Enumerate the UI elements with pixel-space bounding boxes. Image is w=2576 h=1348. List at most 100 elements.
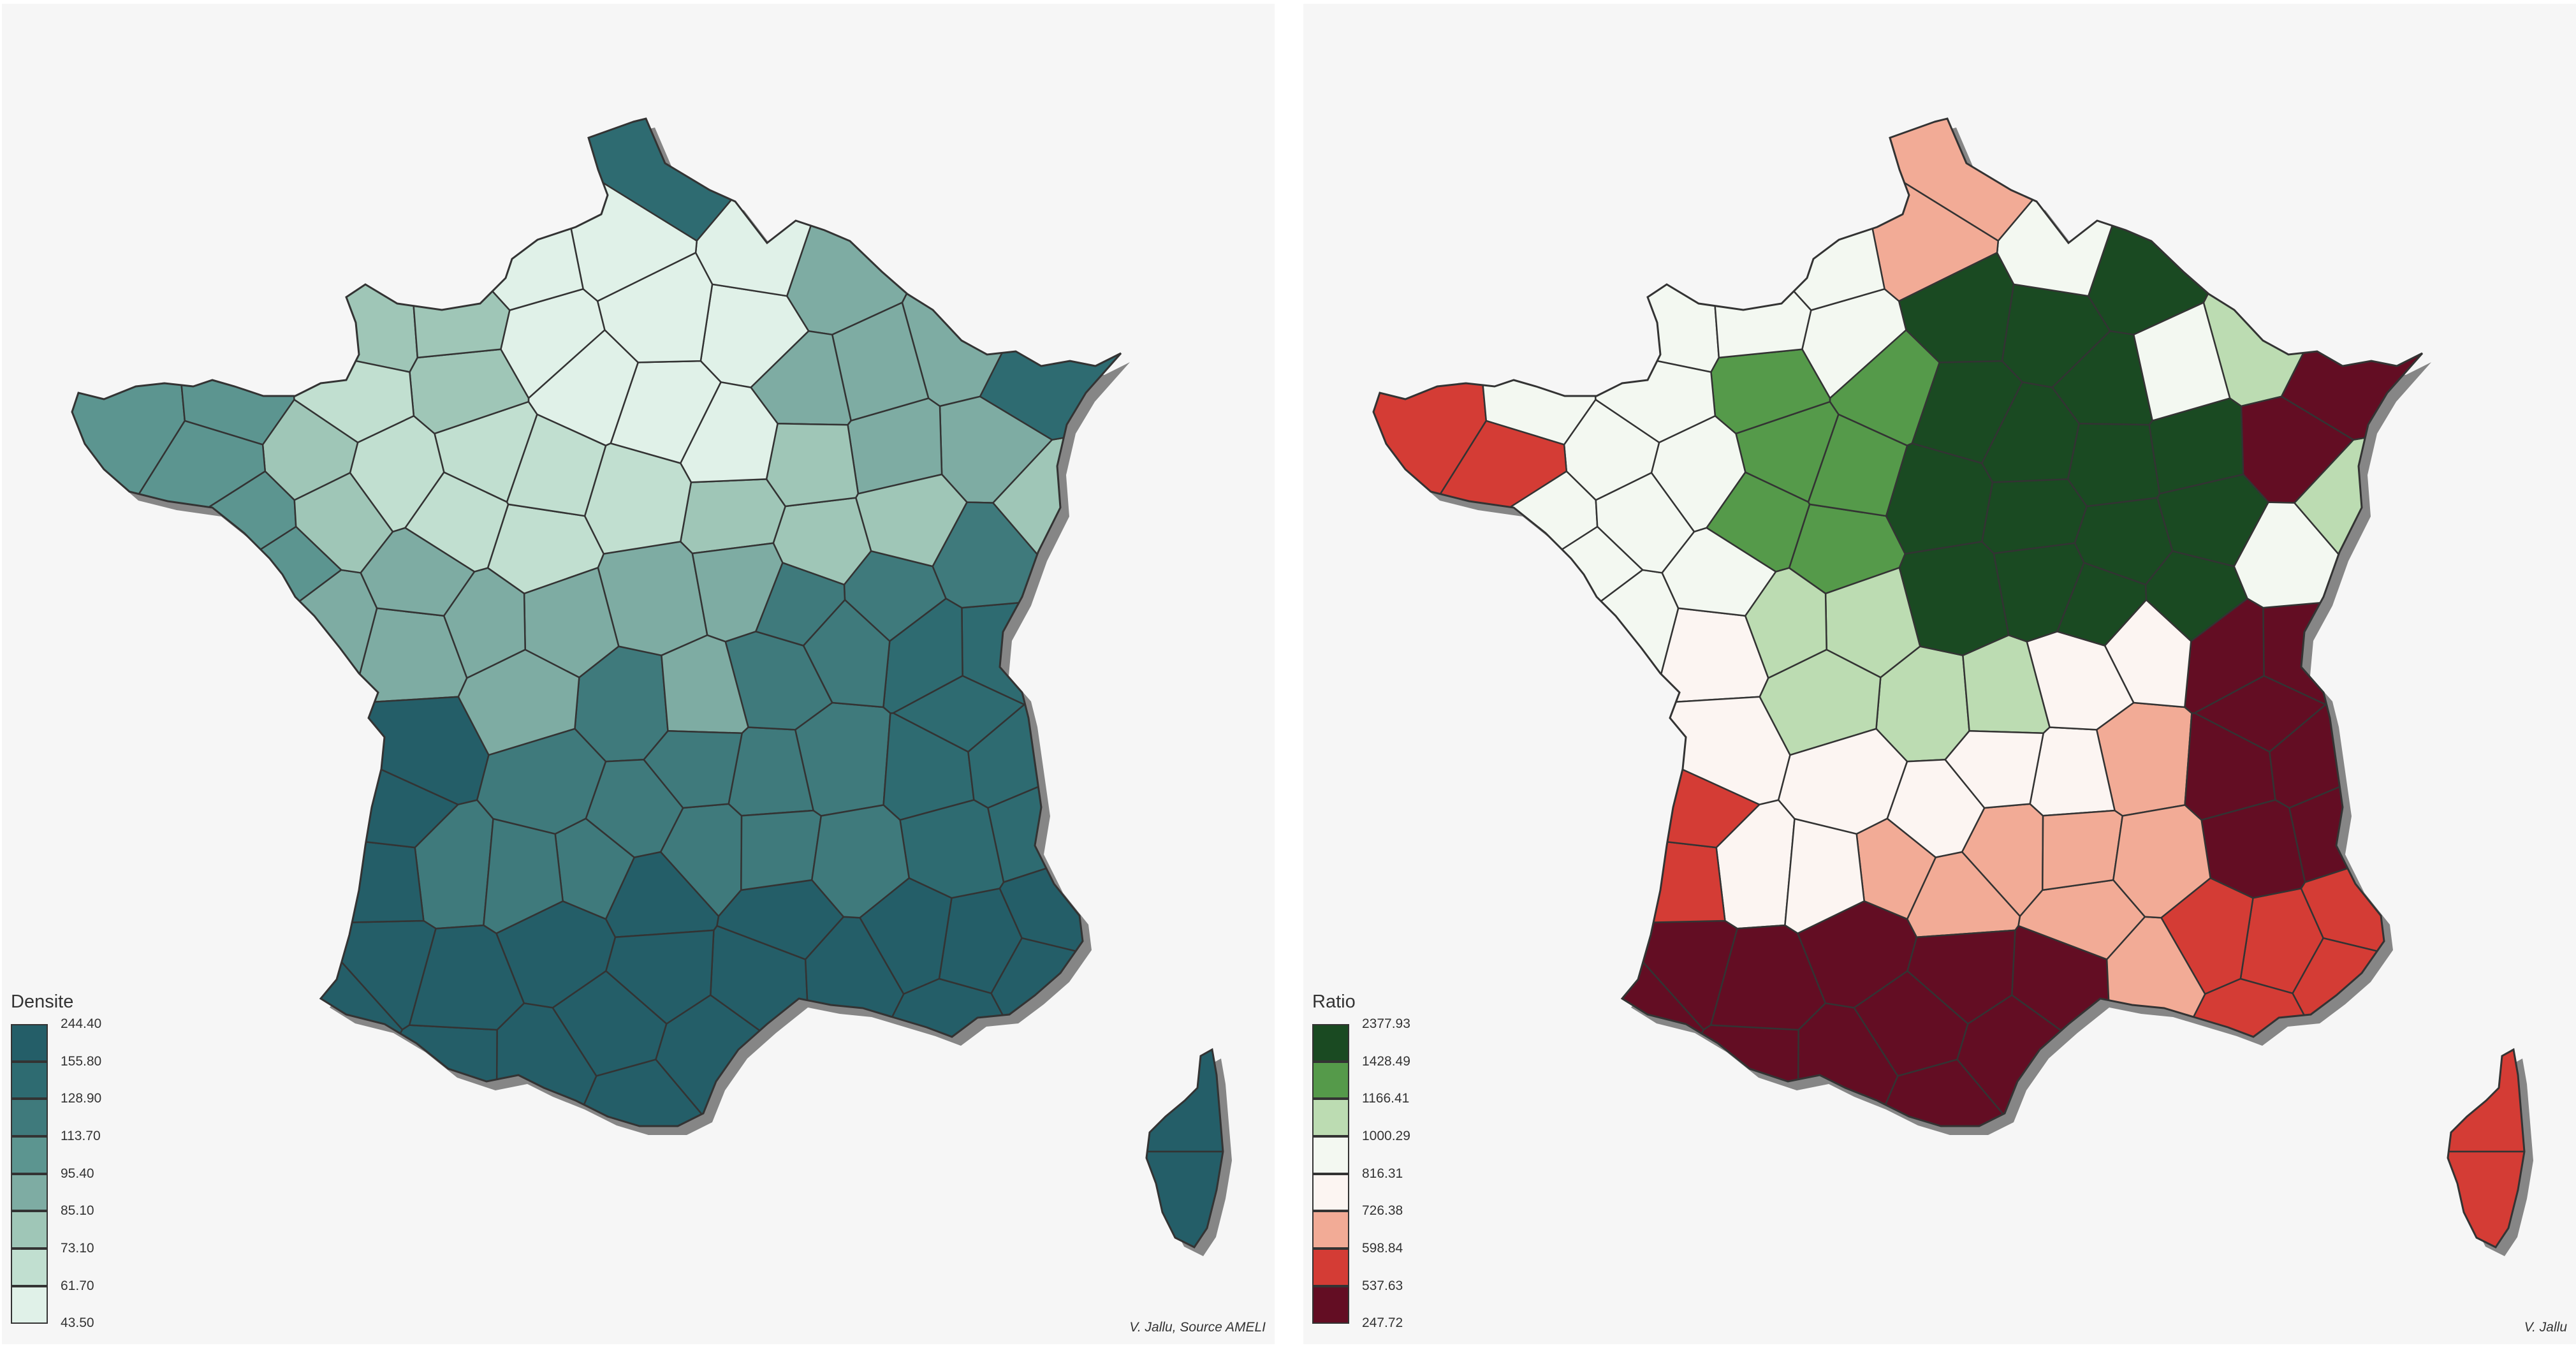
legend-break-label: 1166.41 (1362, 1091, 1410, 1106)
legend-break-label: 1428.49 (1362, 1053, 1410, 1069)
legend-swatch (11, 1099, 48, 1137)
department-region (1454, 119, 1720, 373)
legend-row: 1166.41 (1312, 1091, 1523, 1137)
department-region (1777, 728, 1908, 835)
department-region (1906, 929, 2016, 1025)
legend-break-label: 95.40 (61, 1166, 94, 1181)
department-region (506, 413, 607, 517)
legend-row: 816.31 (1312, 1166, 1523, 1212)
legend-swatch (1312, 1286, 1349, 1324)
legend-row: 598.84 (1312, 1241, 1523, 1286)
department-region (892, 675, 1025, 753)
department-region (811, 804, 910, 919)
legend-row: 73.10 (11, 1241, 221, 1286)
legend-break-label: 726.38 (1362, 1203, 1403, 1219)
corsica-outline (1145, 1048, 1224, 1249)
department-region (1885, 443, 1994, 555)
source-credit: V. Jallu (2524, 1320, 2567, 1335)
legend-swatch (1312, 1136, 1349, 1174)
legend-break-label: 113.70 (61, 1129, 101, 1144)
legend-break-label: 61.70 (61, 1278, 94, 1293)
legend-break-label: 85.10 (61, 1203, 94, 1219)
legend-swatch (11, 1136, 48, 1174)
department-region (365, 119, 584, 311)
legend-break-label: 128.90 (61, 1091, 102, 1106)
department-region (2280, 119, 2422, 441)
department-region (408, 924, 525, 1031)
legend-row: 155.80 (11, 1054, 221, 1099)
department-region (152, 119, 419, 373)
legend-swatch (1312, 1024, 1349, 1062)
department-region (1944, 730, 2044, 809)
department-region (583, 443, 692, 555)
department-region (409, 348, 530, 435)
legend-title: Densite (11, 992, 74, 1012)
legend-swatch (11, 1249, 48, 1286)
department-region (443, 567, 526, 679)
legend-break-label: 816.31 (1362, 1166, 1403, 1181)
legend-swatch (11, 1286, 48, 1324)
department-region (2193, 675, 2327, 753)
department-region (604, 851, 720, 939)
department-region (1706, 194, 1812, 359)
department-region (476, 728, 607, 835)
legend-break-label: 73.10 (61, 1241, 94, 1256)
legend-row: 128.90 (11, 1091, 221, 1137)
legend-row: 61.70 43.50 (11, 1278, 221, 1330)
legend-swatch (1312, 1173, 1349, 1212)
department-region (2133, 302, 2231, 421)
legend-break-label: 537.63 (1362, 1278, 1403, 1293)
legend-break-label: 1000.29 (1362, 1129, 1410, 1144)
department-region (2042, 809, 2124, 891)
legend-row: 113.70 (11, 1129, 221, 1174)
department-region (1807, 413, 1908, 517)
legend-row: 2377.93 (1312, 1016, 1523, 1062)
department-region (1709, 924, 1827, 1031)
department-region (755, 562, 846, 647)
corsica-outline (2447, 1048, 2526, 1249)
legend-break-label: 598.84 (1362, 1241, 1403, 1256)
legend-break-label: 155.80 (61, 1053, 102, 1069)
legend-row: 1428.49 (1312, 1054, 1523, 1099)
department-region (596, 252, 714, 363)
department-region (1981, 478, 2088, 555)
legend-title: Ratio (1312, 992, 1356, 1012)
department-region (404, 194, 511, 359)
ratio-regions (1372, 117, 2526, 1249)
department-region (2087, 119, 2308, 336)
department-region (72, 119, 186, 620)
department-region (2056, 562, 2148, 647)
legend-swatch (11, 1211, 48, 1249)
department-region (643, 730, 743, 809)
department-region (1373, 569, 1680, 826)
legend-swatch (1312, 1099, 1349, 1137)
legend-row: 85.10 (11, 1203, 221, 1249)
department-region (72, 569, 378, 826)
department-region (605, 929, 715, 1025)
department-region (1373, 119, 1488, 620)
department-region (2156, 473, 2269, 568)
legend-swatch (1312, 1211, 1349, 1249)
density-choropleth-map (71, 117, 1232, 1256)
ratio-legend: Ratio 2377.93 1428.49 1166.41 1000.29 81… (1312, 991, 1523, 1330)
density-map-panel: Densite 244.40 155.80 128.90 113.70 95.4… (2, 4, 1275, 1344)
department-region (72, 525, 342, 787)
department-region (786, 119, 1006, 336)
department-region (740, 809, 823, 891)
legend-row: 1000.29 (1312, 1129, 1523, 1174)
department-region (1824, 119, 2119, 242)
department-region (680, 478, 786, 555)
mainland-outline (1372, 117, 2424, 1127)
department-region (1710, 348, 1831, 435)
mainland-outline (71, 117, 1122, 1127)
legend-swatch (11, 1173, 48, 1212)
department-region (1898, 252, 2015, 363)
legend-row: 537.63 247.72 (1312, 1278, 1523, 1330)
legend-break-label: 244.40 (61, 1016, 102, 1031)
department-region (1373, 525, 1644, 787)
density-legend: Densite 244.40 155.80 128.90 113.70 95.4… (11, 991, 221, 1330)
department-region (831, 302, 930, 421)
department-region (1667, 119, 1885, 311)
ratio-choropleth-map (1372, 117, 2533, 1256)
legend-break-label: 247.72 (1362, 1315, 1403, 1330)
